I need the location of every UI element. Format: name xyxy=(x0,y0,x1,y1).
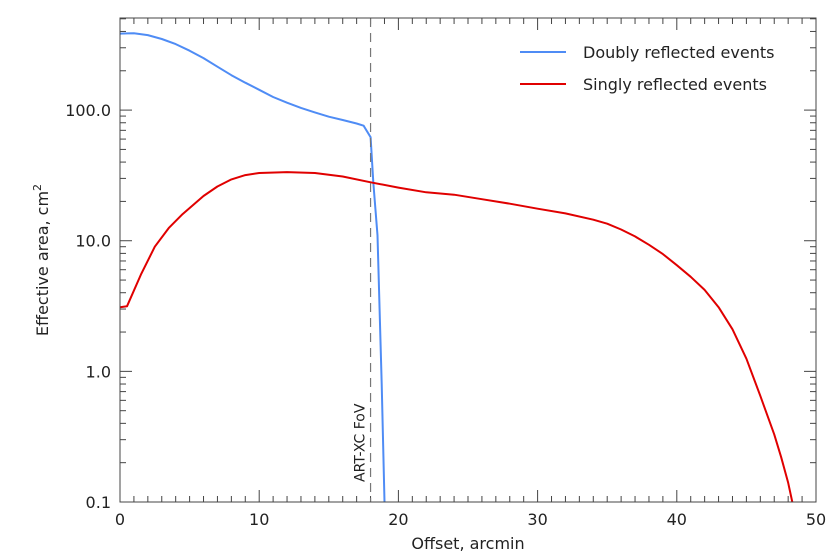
x-tick-labels: 0 10 20 30 40 50 xyxy=(115,510,826,529)
x-tick-label: 30 xyxy=(527,510,547,529)
series-lines xyxy=(119,32,794,503)
y-tick-label: 10.0 xyxy=(75,232,111,251)
x-tick-label: 50 xyxy=(806,510,826,529)
x-tick-label: 10 xyxy=(249,510,269,529)
x-tick-label: 40 xyxy=(667,510,687,529)
x-tick-label: 0 xyxy=(115,510,125,529)
y-tick-label: 100.0 xyxy=(65,101,111,120)
y-tick-labels: 0.1 1.0 10.0 100.0 xyxy=(65,101,111,512)
y-tick-label: 1.0 xyxy=(86,362,111,381)
legend-label-doubly: Doubly reflected events xyxy=(583,43,774,62)
y-axis-label: Effective area, cm2 xyxy=(31,184,52,336)
legend: Doubly reflected events Singly reflected… xyxy=(520,43,774,94)
y-tick-label: 0.1 xyxy=(86,493,111,512)
x-tick-label: 20 xyxy=(388,510,408,529)
plot-frame xyxy=(119,17,817,503)
y-axis-label-text: Effective area, cm xyxy=(33,191,52,336)
doubly-reflected-line xyxy=(119,32,386,503)
fov-annotation: ART-XC FoV xyxy=(353,403,369,482)
x-axis-label: Offset, arcmin xyxy=(411,534,524,553)
singly-reflected-line xyxy=(119,171,794,503)
y-axis-label-superscript: 2 xyxy=(31,184,44,191)
legend-label-singly: Singly reflected events xyxy=(583,75,767,94)
